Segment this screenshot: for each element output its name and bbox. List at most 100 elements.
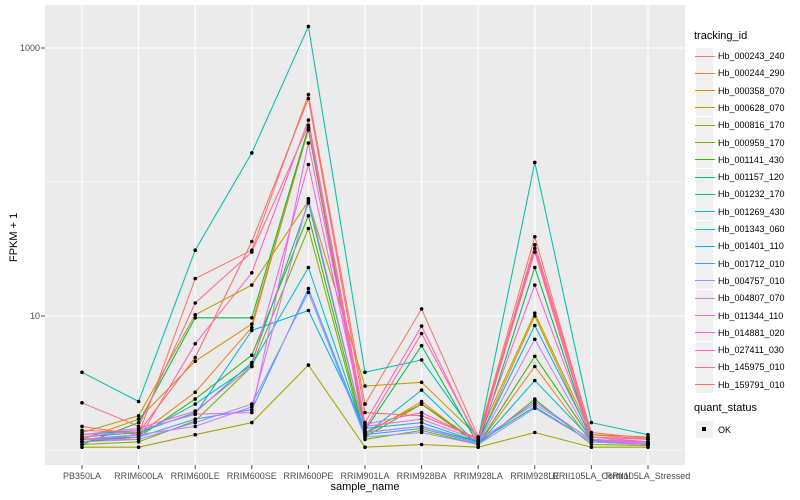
legend-line-key-icon xyxy=(695,255,715,273)
legend-item-label: Hb_000243_240 xyxy=(718,51,785,61)
legend-item-Hb_001401_110: Hb_001401_110 xyxy=(695,237,784,255)
data-point xyxy=(136,424,141,429)
data-point xyxy=(476,445,481,450)
data-point xyxy=(419,307,424,311)
data-point xyxy=(533,160,537,165)
data-point xyxy=(646,442,650,447)
data-point xyxy=(80,428,84,433)
data-point xyxy=(250,402,254,406)
data-point xyxy=(419,417,424,421)
x-tick-label-RRIM600LA: RRIM600LA xyxy=(114,471,164,481)
legend-item-label: Hb_159791_010 xyxy=(718,379,785,390)
y-tick-label-1000: 1000 xyxy=(19,43,40,53)
legend-item-label: Hb_001157_120 xyxy=(718,172,784,183)
data-point xyxy=(533,235,537,239)
legend-item-label: Hb_014881_020 xyxy=(718,327,785,338)
data-point xyxy=(80,432,84,437)
legend-item-label: Hb_001401_110 xyxy=(718,241,784,252)
data-point xyxy=(533,283,537,287)
legend-line-key-icon xyxy=(695,289,715,307)
x-tick-label-RRII105LA_Stressed: RRII105LA_Stressed xyxy=(605,471,691,481)
data-point xyxy=(306,286,311,291)
data-point xyxy=(193,402,197,406)
data-point xyxy=(250,316,254,320)
legend-line-key-icon xyxy=(695,82,715,100)
data-point xyxy=(193,316,197,320)
data-point xyxy=(306,92,311,97)
data-point xyxy=(646,432,650,437)
legend-line-key-icon xyxy=(695,64,715,82)
data-point xyxy=(589,440,594,444)
legend-line-key-icon xyxy=(695,358,715,376)
legend-item-label: Hb_001232_170 xyxy=(718,189,785,200)
data-point xyxy=(363,426,367,431)
data-point xyxy=(419,430,424,435)
data-point xyxy=(533,323,537,328)
data-point xyxy=(419,343,424,348)
data-point xyxy=(136,445,141,450)
data-point xyxy=(419,324,424,328)
data-point xyxy=(193,409,197,413)
data-point xyxy=(363,370,367,375)
legend-item-label: OK xyxy=(718,424,732,435)
data-point xyxy=(250,271,254,275)
data-point xyxy=(533,337,537,342)
data-point xyxy=(250,405,254,409)
data-point xyxy=(533,402,537,406)
data-point xyxy=(136,414,141,418)
data-point xyxy=(306,265,311,270)
x-tick-label-RRIM600SE: RRIM600SE xyxy=(226,471,277,481)
legend-line-key-icon xyxy=(695,116,715,134)
data-point xyxy=(533,378,537,383)
legend-item-label: Hb_004757_010 xyxy=(718,275,785,286)
legend-line-key-icon xyxy=(695,99,715,117)
data-point xyxy=(533,364,537,369)
data-point xyxy=(250,410,254,415)
data-point xyxy=(476,436,481,441)
legend-item-Hb_159791_010: Hb_159791_010 xyxy=(695,376,785,394)
legend-item-Hb_000959_170: Hb_000959_170 xyxy=(695,134,785,151)
data-point xyxy=(306,118,311,122)
legend-item-Hb_001232_170: Hb_001232_170 xyxy=(695,185,785,203)
x-tick-label-RRIM928BA: RRIM928BA xyxy=(396,471,447,481)
data-point xyxy=(419,380,424,385)
legend-item-label: Hb_145975_010 xyxy=(718,362,785,373)
data-point xyxy=(306,308,311,313)
data-point xyxy=(533,406,537,411)
data-point xyxy=(306,24,311,29)
data-point xyxy=(419,388,424,392)
legend-item-Hb_001712_010: Hb_001712_010 xyxy=(695,255,785,273)
data-point xyxy=(363,435,367,439)
data-point xyxy=(363,445,367,450)
legend-item-label: Hb_001712_010 xyxy=(718,258,785,269)
data-point xyxy=(80,437,84,442)
data-point xyxy=(193,390,197,395)
data-point xyxy=(533,246,537,251)
legend-line-key-icon xyxy=(695,151,715,169)
legend-item-label: Hb_001269_430 xyxy=(718,206,785,217)
axis-ticks xyxy=(41,47,649,469)
data-point xyxy=(136,437,141,442)
data-point xyxy=(250,364,254,369)
data-point xyxy=(306,290,311,295)
data-point xyxy=(589,445,594,450)
legend-line-key-icon xyxy=(695,185,715,203)
data-point xyxy=(306,363,311,367)
x-tick-label-RRIM928LA: RRIM928LA xyxy=(453,471,503,481)
legend-item-Hb_001269_430: Hb_001269_430 xyxy=(695,203,785,221)
legend-item-label: Hb_000959_170 xyxy=(718,137,785,148)
legend-line-key-icon xyxy=(695,341,715,359)
data-point xyxy=(306,96,311,101)
data-point xyxy=(533,354,537,359)
data-point xyxy=(533,243,537,247)
data-point xyxy=(419,399,424,404)
legend-item-label: Hb_000244_290 xyxy=(718,68,785,79)
legend-item-label: Hb_000628_070 xyxy=(718,102,785,113)
data-points xyxy=(80,24,650,450)
y-axis-title: FPKM + 1 xyxy=(8,212,20,262)
data-point xyxy=(646,440,650,444)
data-point xyxy=(589,420,594,425)
data-point xyxy=(306,201,311,205)
legend-item-label: Hb_000816_170 xyxy=(718,120,785,131)
data-point xyxy=(419,331,424,336)
